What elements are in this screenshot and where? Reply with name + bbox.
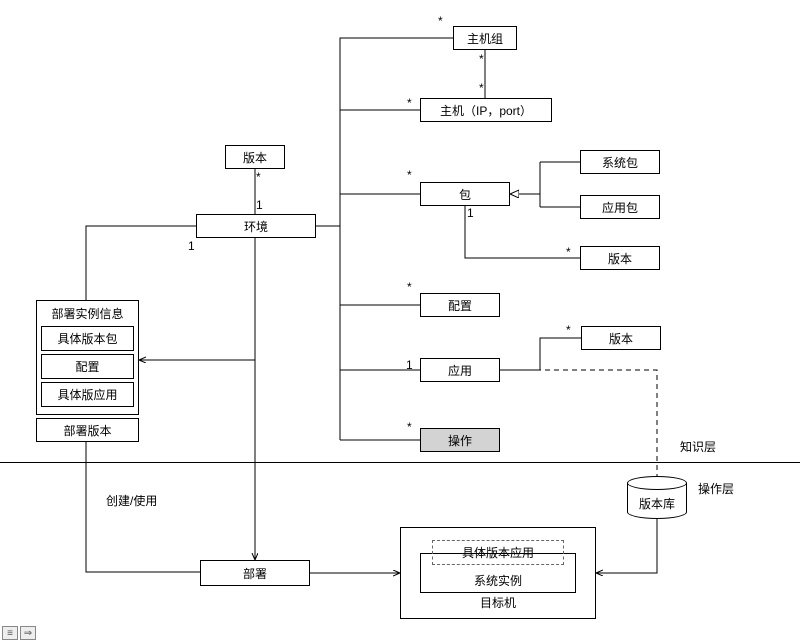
one-3: 1 (467, 206, 474, 220)
one-4: 1 (406, 358, 413, 372)
star-2: * (479, 52, 484, 66)
create-use-label: 创建/使用 (106, 492, 157, 509)
star-5: * (256, 170, 261, 184)
target-label: 目标机 (405, 594, 591, 611)
deploy-info-item-2: 具体版应用 (41, 382, 134, 407)
concrete-app-node: 具体版本应用 (432, 540, 564, 565)
star-6: * (407, 168, 412, 182)
star-10: * (407, 420, 412, 434)
deploy-node: 部署 (200, 560, 310, 586)
star-1: * (438, 14, 443, 28)
one-1: 1 (256, 198, 263, 212)
deploy-info-item-1: 配置 (41, 354, 134, 379)
app-node: 应用 (420, 358, 500, 382)
config-node: 配置 (420, 293, 500, 317)
version-top-node: 版本 (225, 145, 285, 169)
star-4: * (407, 96, 412, 110)
deploy-info-item-0: 具体版本包 (41, 326, 134, 351)
knowledge-layer-label: 知识层 (680, 438, 716, 455)
app-version-node: 版本 (581, 326, 661, 350)
pkg-version-node: 版本 (580, 246, 660, 270)
operation-node: 操作 (420, 428, 500, 452)
system-pkg-node: 系统包 (580, 150, 660, 174)
pager-controls[interactable]: ≡ ⇒ (2, 626, 36, 640)
operation-layer-label: 操作层 (698, 480, 734, 497)
star-3: * (479, 81, 484, 95)
sys-instance-label: 系统实例 (474, 572, 522, 589)
layer-divider (0, 462, 800, 463)
package-node: 包 (420, 182, 510, 206)
deploy-info-box: 部署实例信息 具体版本包 配置 具体版应用 (36, 300, 139, 415)
host-ip-node: 主机（IP，port） (420, 98, 552, 122)
star-7: * (566, 245, 571, 259)
env-node: 环境 (196, 214, 316, 238)
one-2: 1 (188, 239, 195, 253)
host-group-node: 主机组 (453, 26, 517, 50)
deploy-info-title: 部署实例信息 (41, 305, 134, 322)
pager-prev-icon[interactable]: ≡ (2, 626, 18, 640)
version-repo-label: 版本库 (627, 495, 687, 512)
star-9: * (566, 323, 571, 337)
deploy-version-node: 部署版本 (36, 418, 139, 442)
version-repo-node: 版本库 (627, 483, 687, 519)
pager-next-icon[interactable]: ⇒ (20, 626, 36, 640)
star-8: * (407, 280, 412, 294)
app-pkg-node: 应用包 (580, 195, 660, 219)
